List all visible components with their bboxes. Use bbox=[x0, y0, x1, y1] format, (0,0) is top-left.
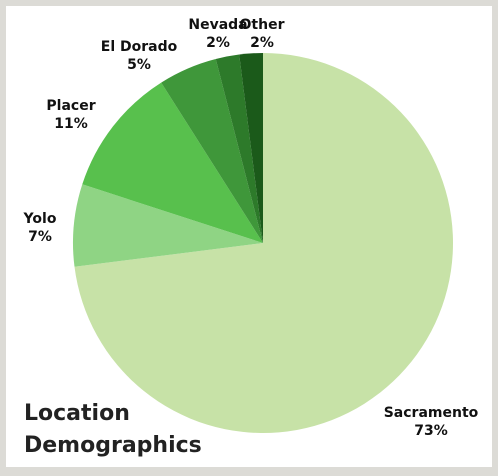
slice-label-name: El Dorado bbox=[101, 39, 178, 55]
slice-label-value: 11% bbox=[54, 116, 88, 132]
slice-label-value: 2% bbox=[206, 35, 230, 51]
pie-slice-placer bbox=[82, 82, 263, 243]
pie-slice-other bbox=[239, 53, 263, 243]
chart-title-line-2: Demographics bbox=[24, 433, 202, 458]
chart-title-line-1: Location bbox=[24, 401, 130, 426]
slice-label-name: Placer bbox=[46, 98, 95, 114]
pie-slice-sacramento bbox=[74, 53, 454, 433]
slice-label-name: Nevada bbox=[188, 17, 247, 33]
slice-labels: Sacramento 73% Yolo 7% Placer 11% El Dorado 5% N… bbox=[23, 17, 479, 439]
slice-label-value: 5% bbox=[127, 57, 151, 73]
slice-label-value: 2% bbox=[250, 35, 274, 51]
pie-slice-yolo bbox=[73, 184, 263, 267]
pie-slice-el-dorado bbox=[161, 58, 263, 243]
slice-label-value: 7% bbox=[28, 229, 52, 245]
slice-label-name: Other bbox=[240, 17, 285, 33]
slice-label-name: Sacramento bbox=[384, 405, 479, 421]
pie-slices bbox=[73, 53, 454, 433]
slice-label-value: 73% bbox=[414, 423, 448, 439]
slice-label-name: Yolo bbox=[23, 211, 57, 227]
pie-slice-nevada bbox=[215, 54, 263, 243]
